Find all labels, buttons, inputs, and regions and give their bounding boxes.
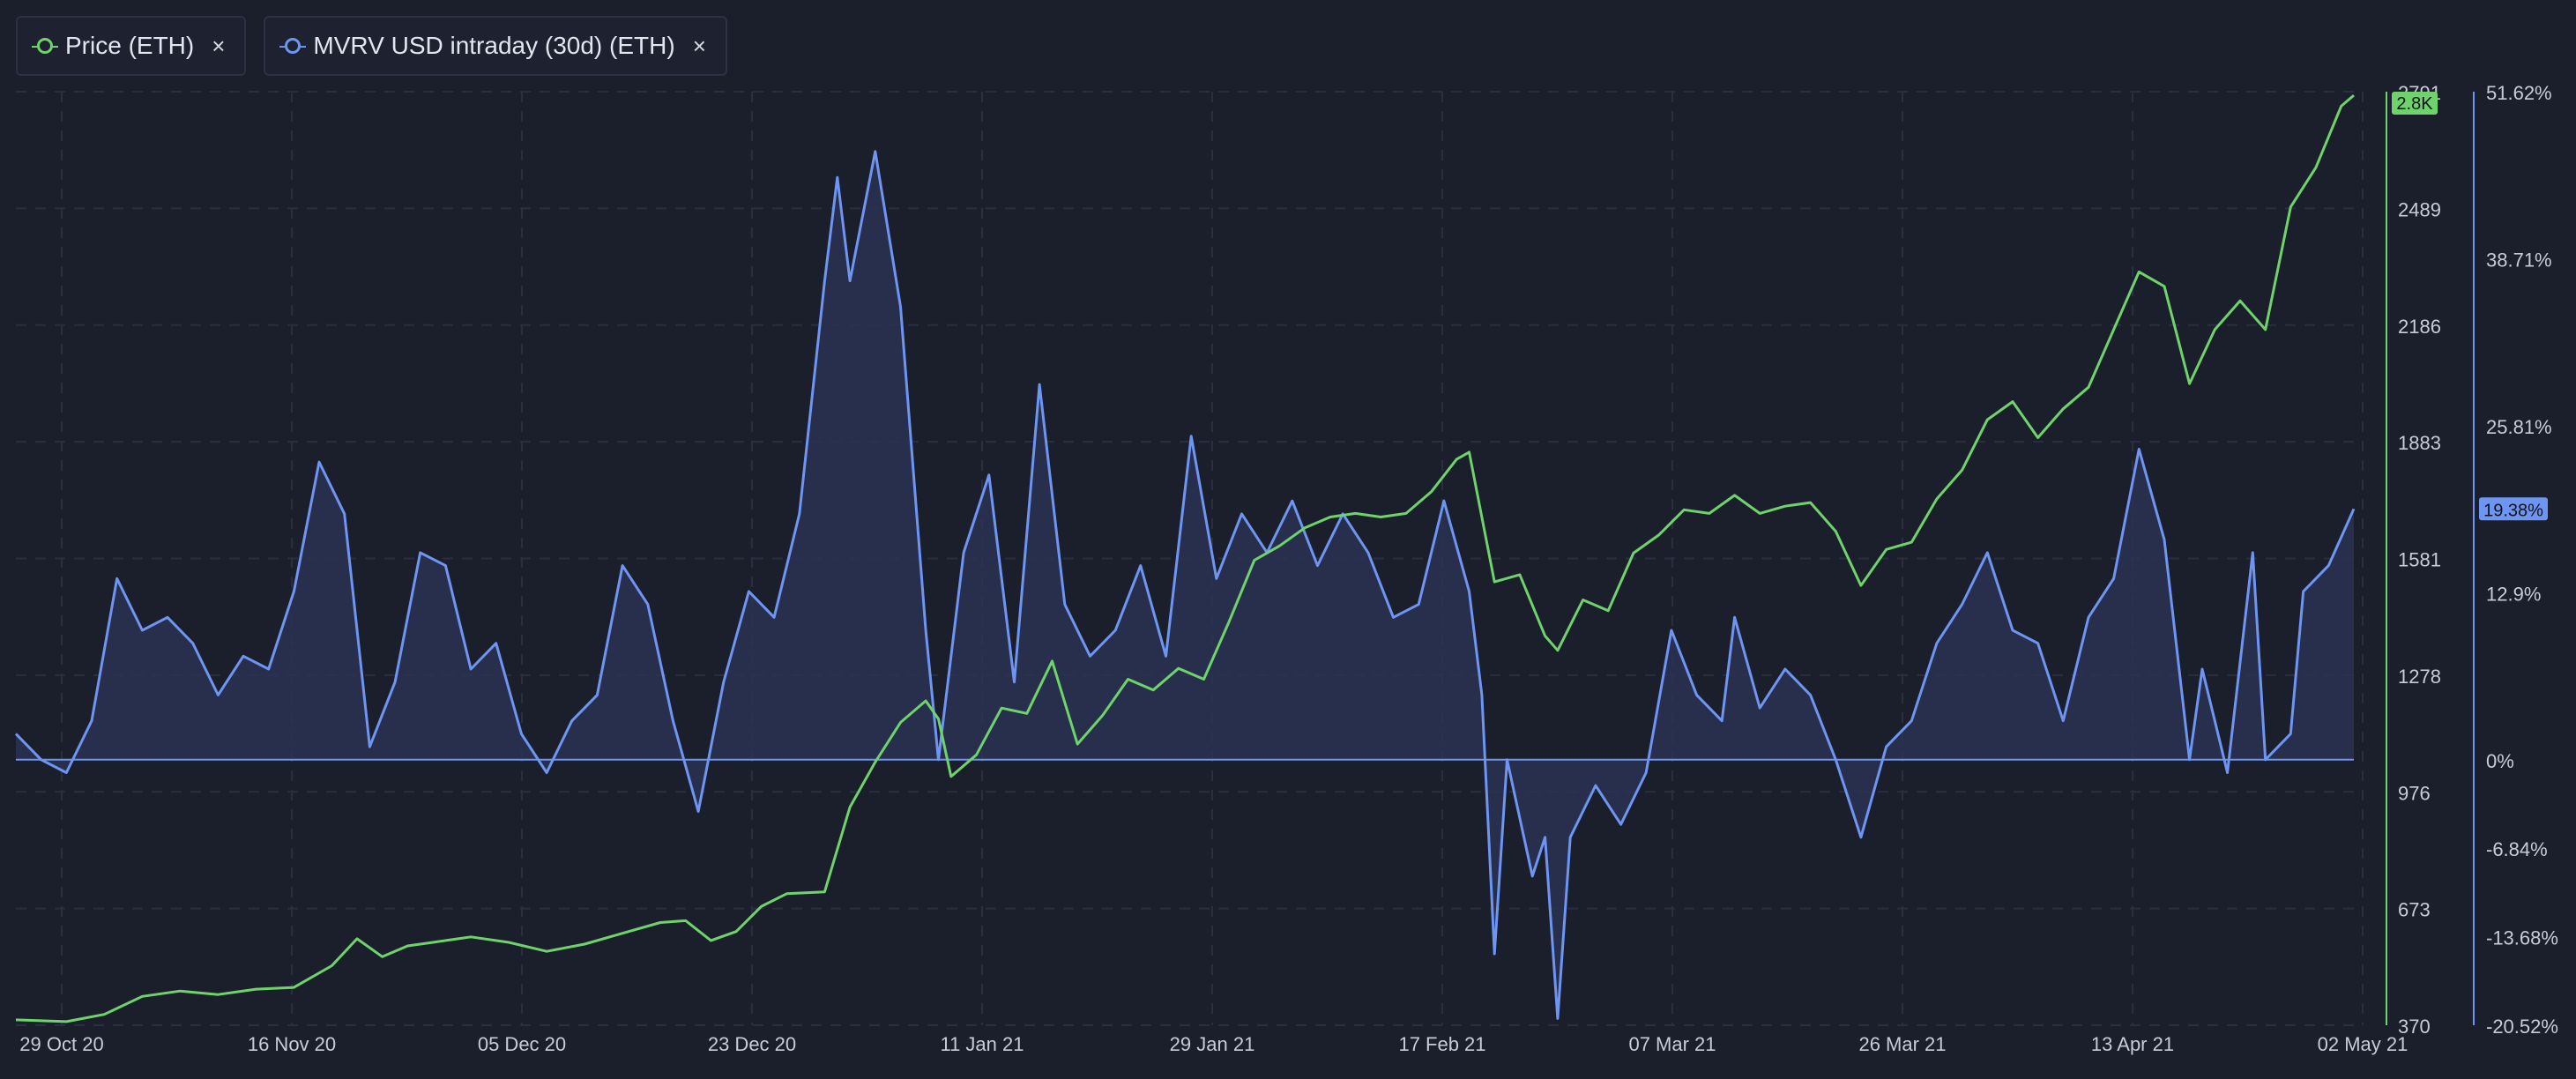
price-line [15,93,2355,1023]
mvrv-tick-label: 25.81% [2486,416,2552,438]
price-tick-label: 2489 [2398,198,2441,220]
mvrv-tick-label: 0% [2486,750,2514,772]
x-tick-label: 02 May 21 [2318,1033,2408,1055]
close-icon[interactable]: × [212,32,226,59]
mvrv-tick-label: -20.52% [2486,1016,2558,1038]
mvrv-tick-label: -13.68% [2486,927,2558,949]
price-tick-label: 2186 [2398,316,2441,338]
price-last-badge [2392,92,2438,115]
legend-label-price: Price (ETH) [65,32,195,59]
x-tick-label: 16 Nov 20 [248,1033,336,1055]
price-last-badge-text: 2.8K [2396,94,2433,114]
legend-chip-mvrv[interactable]: MVRV USD intraday (30d) (ETH) × [264,16,727,76]
price-tick-label: 1278 [2398,666,2441,688]
line-circle-icon [279,38,307,54]
x-tick-label: 26 Mar 21 [1858,1033,1946,1055]
mvrv-tick-label: 12.9% [2486,583,2541,605]
x-tick-label: 07 Mar 21 [1628,1033,1716,1055]
mvrv-tick-label: -6.84% [2486,838,2548,860]
mvrv-line [14,150,2356,1020]
mvrv-area [16,151,2354,1019]
x-tick-label: 23 Dec 20 [708,1033,796,1055]
x-tick-label: 29 Jan 21 [1170,1033,1255,1055]
mvrv-last-badge [2479,497,2548,521]
x-tick-label: 13 Apr 21 [2091,1033,2174,1055]
close-icon[interactable]: × [692,32,706,59]
price-tick-label: 1581 [2398,549,2441,571]
legend-chip-price[interactable]: Price (ETH) × [16,16,247,76]
mvrv-tick-label: 51.62% [2486,82,2552,104]
price-tick-label: 1883 [2398,432,2441,454]
price-tick-label: 673 [2398,899,2431,921]
price-tick-label: 976 [2398,782,2431,804]
line-circle-icon [32,38,58,54]
mvrv-tick-label: 38.71% [2486,249,2552,272]
mvrv-last-badge-text: 19.38% [2483,501,2543,520]
price-tick-label: 370 [2398,1016,2431,1038]
x-tick-label: 29 Oct 20 [19,1033,103,1055]
x-tick-label: 17 Feb 21 [1398,1033,1485,1055]
x-tick-label: 05 Dec 20 [478,1033,566,1055]
legend: Price (ETH) × MVRV USD intraday (30d) (E… [16,16,727,76]
legend-label-mvrv: MVRV USD intraday (30d) (ETH) [313,32,675,59]
x-tick-label: 11 Jan 21 [940,1033,1024,1055]
